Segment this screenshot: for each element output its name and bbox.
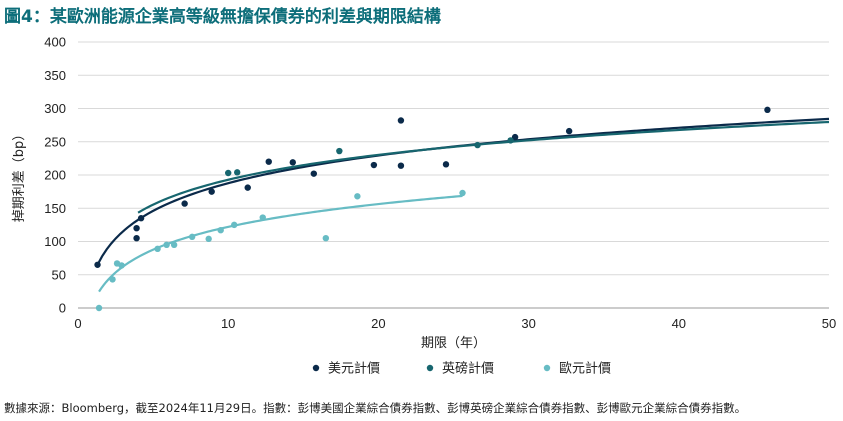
data-point-series-1	[234, 169, 241, 176]
source-footnote: 數據來源：Bloomberg，截至2024年11月29日。指數：彭博美國企業綜合…	[4, 401, 747, 415]
data-point-series-0	[94, 261, 101, 268]
legend: 美元計價 英磅計價 歐元計價	[312, 361, 611, 377]
data-point-series-1	[225, 169, 232, 177]
legend-label-0: 美元計價	[328, 361, 380, 377]
data-point-series-2	[205, 235, 212, 243]
x-tick-label: 20	[371, 316, 385, 331]
data-point-series-2	[109, 276, 116, 283]
y-tick-label: 100	[44, 234, 66, 249]
y-tick-label: 50	[52, 267, 66, 282]
data-point-series-0	[133, 234, 140, 242]
gridlines	[78, 41, 829, 276]
data-point-series-2	[170, 241, 178, 249]
data-point-series-0	[565, 127, 573, 135]
data-points	[94, 106, 771, 312]
y-tick-label: 0	[59, 301, 66, 316]
data-point-series-0	[511, 133, 519, 141]
data-point-series-1	[507, 137, 514, 144]
data-point-series-0	[310, 170, 318, 177]
legend-label-1: 英磅計價	[442, 361, 494, 377]
y-tick-label: 400	[44, 35, 66, 50]
legend-marker-0	[312, 364, 320, 372]
y-tick-label: 250	[44, 134, 66, 149]
x-tick-label: 0	[74, 316, 81, 331]
data-point-series-2	[231, 221, 238, 229]
data-point-series-1	[336, 147, 343, 155]
data-point-series-2	[459, 189, 466, 197]
data-point-series-2	[163, 241, 170, 249]
y-axis-title: 掉期利差（bp）	[12, 128, 27, 223]
data-point-series-0	[181, 200, 188, 207]
trend-line-1	[137, 120, 830, 214]
data-point-series-0	[137, 215, 145, 222]
legend-marker-1	[426, 364, 434, 372]
data-point-series-0	[133, 225, 140, 232]
data-point-series-2	[118, 262, 125, 269]
data-point-series-0	[265, 158, 272, 165]
data-point-series-0	[370, 161, 378, 169]
legend-marker-2	[543, 364, 551, 372]
x-tick-label: 40	[672, 316, 686, 331]
x-tick-label: 50	[822, 316, 836, 331]
data-point-series-1	[474, 141, 481, 149]
data-point-series-2	[354, 193, 361, 200]
axes: 0 50 100 150 200 250 300 350 400 0 10 20 30 40 50 期限（年）…	[12, 35, 836, 352]
data-point-series-0	[397, 162, 405, 169]
chart-title: 圖4：某歐洲能源企業高等級無擔保債券的利差與期限結構	[4, 7, 441, 27]
data-point-series-2	[188, 233, 196, 241]
x-tick-label: 10	[221, 316, 235, 331]
y-tick-label: 300	[44, 101, 66, 116]
trend-lines	[96, 117, 830, 293]
legend-label-2: 歐元計價	[559, 361, 611, 377]
data-point-series-2	[95, 304, 103, 312]
data-point-series-0	[208, 188, 215, 195]
y-tick-label: 200	[44, 168, 66, 183]
data-point-series-0	[397, 117, 405, 124]
data-point-series-2	[154, 245, 161, 253]
data-point-series-0	[442, 161, 450, 168]
data-point-series-2	[217, 226, 224, 234]
data-point-series-2	[322, 234, 330, 242]
y-tick-label: 150	[44, 201, 66, 216]
data-point-series-2	[259, 214, 266, 221]
x-tick-label: 30	[521, 316, 535, 331]
data-point-series-0	[244, 184, 251, 191]
x-axis-title: 期限（年）	[421, 336, 486, 351]
y-tick-label: 350	[44, 68, 66, 83]
data-point-series-0	[289, 159, 296, 166]
data-point-series-0	[764, 106, 771, 114]
